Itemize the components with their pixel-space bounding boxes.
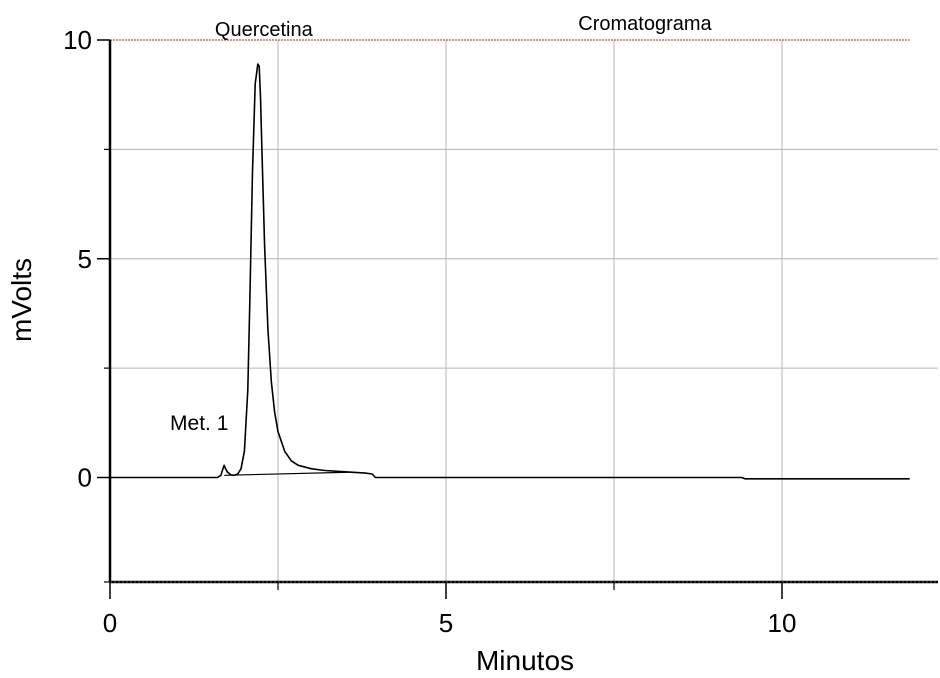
tick-labels: 0 5 10 0 5 10 <box>63 25 796 638</box>
grid-lines <box>110 40 938 582</box>
peak-label-met1: Met. 1 <box>170 412 228 435</box>
x-tick-label: 0 <box>103 608 117 638</box>
y-tick-label: 10 <box>63 25 92 55</box>
peak-label-quercetina: Quercetina <box>215 19 314 41</box>
x-tick-label: 10 <box>768 608 797 638</box>
y-tick-label: 5 <box>78 244 92 274</box>
integration-baseline <box>224 471 349 476</box>
chromatogram-trace <box>110 63 910 480</box>
y-tick-label: 0 <box>78 463 92 493</box>
chart-title: Cromatograma <box>578 13 712 35</box>
x-tick-label: 5 <box>439 608 453 638</box>
x-axis-label: Minutos <box>476 645 574 676</box>
tick-marks <box>97 39 783 599</box>
y-axis-label: mVolts <box>6 258 37 342</box>
axes <box>108 40 938 584</box>
